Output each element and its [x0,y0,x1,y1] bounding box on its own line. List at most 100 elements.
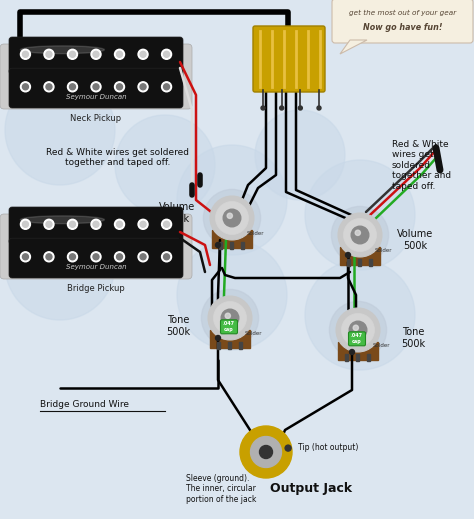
Circle shape [20,220,30,229]
Text: Bridge Pickup: Bridge Pickup [67,284,125,293]
Circle shape [115,220,125,229]
Circle shape [138,82,148,92]
Circle shape [140,254,146,260]
Circle shape [44,252,54,262]
Circle shape [221,309,239,327]
Text: Sleeve (ground).
The inner, circular
portion of the jack: Sleeve (ground). The inner, circular por… [186,474,256,504]
Circle shape [259,445,273,458]
Circle shape [140,51,146,57]
FancyBboxPatch shape [9,68,183,108]
Bar [338,342,378,360]
Circle shape [317,106,321,110]
Text: Solder: Solder [374,248,392,253]
Bar [230,242,234,249]
Ellipse shape [20,46,104,53]
Text: Tip (hot output): Tip (hot output) [298,444,358,453]
Text: Tone
500k: Tone 500k [166,315,190,337]
Bar [358,259,362,266]
Circle shape [346,253,350,257]
Circle shape [115,252,125,262]
Circle shape [138,49,148,59]
Bar [210,330,250,348]
Circle shape [115,82,125,92]
Circle shape [91,252,101,262]
Text: Solder: Solder [372,343,390,348]
Text: Output Jack: Output Jack [270,482,352,495]
Circle shape [5,75,115,185]
Text: Bridge Ground Wire: Bridge Ground Wire [40,400,129,409]
Circle shape [210,196,254,240]
Circle shape [177,145,287,255]
Circle shape [164,51,170,57]
Circle shape [93,51,99,57]
Circle shape [216,201,248,235]
Circle shape [213,302,246,335]
Text: Volume
500k: Volume 500k [397,229,433,251]
Circle shape [240,426,292,478]
Circle shape [208,296,252,340]
Circle shape [336,308,380,352]
Circle shape [162,252,172,262]
Circle shape [5,210,115,320]
Circle shape [70,221,75,227]
Circle shape [140,221,146,227]
Circle shape [164,221,170,227]
Circle shape [20,252,30,262]
Circle shape [261,106,265,110]
FancyBboxPatch shape [348,332,365,346]
Circle shape [115,49,125,59]
Bar [218,342,220,349]
Bar [370,259,373,266]
Circle shape [140,84,146,90]
Circle shape [67,220,77,229]
Circle shape [117,254,122,260]
Circle shape [349,349,355,354]
Circle shape [177,240,287,350]
Circle shape [117,221,122,227]
Circle shape [162,49,172,59]
Circle shape [355,230,360,236]
Text: Seymour Duncan: Seymour Duncan [66,94,126,100]
Circle shape [280,106,283,110]
Circle shape [22,254,28,260]
Bar [347,259,350,266]
Circle shape [44,220,54,229]
Circle shape [91,220,101,229]
Circle shape [164,254,170,260]
Circle shape [67,252,77,262]
Text: .047
cap: .047 cap [223,321,235,332]
Text: Red & White wires get soldered
together and taped off.: Red & White wires get soldered together … [46,148,190,168]
FancyBboxPatch shape [9,37,183,74]
Bar [219,242,222,249]
Circle shape [298,106,302,110]
Circle shape [44,82,54,92]
Circle shape [162,82,172,92]
Circle shape [67,82,77,92]
FancyBboxPatch shape [332,0,473,43]
Text: Tone
500k: Tone 500k [401,327,425,349]
Text: get the most out of your gear: get the most out of your gear [349,10,456,16]
Circle shape [225,313,230,319]
Circle shape [117,51,122,57]
Circle shape [117,84,122,90]
Text: Now go have fun!: Now go have fun! [363,23,442,33]
FancyBboxPatch shape [253,26,325,92]
Circle shape [250,436,282,468]
Bar [356,354,359,361]
Circle shape [341,313,374,347]
Circle shape [349,321,367,339]
Circle shape [305,160,415,270]
Text: Volume
500k: Volume 500k [159,202,195,224]
Text: .047
cap: .047 cap [351,333,363,344]
Circle shape [138,252,148,262]
Circle shape [70,254,75,260]
Circle shape [20,49,30,59]
Circle shape [305,260,415,370]
Circle shape [331,207,389,264]
Circle shape [22,51,28,57]
Text: Solder: Solder [244,331,262,336]
Circle shape [255,110,345,200]
Circle shape [91,49,101,59]
Circle shape [353,325,358,331]
Bar [346,354,348,361]
